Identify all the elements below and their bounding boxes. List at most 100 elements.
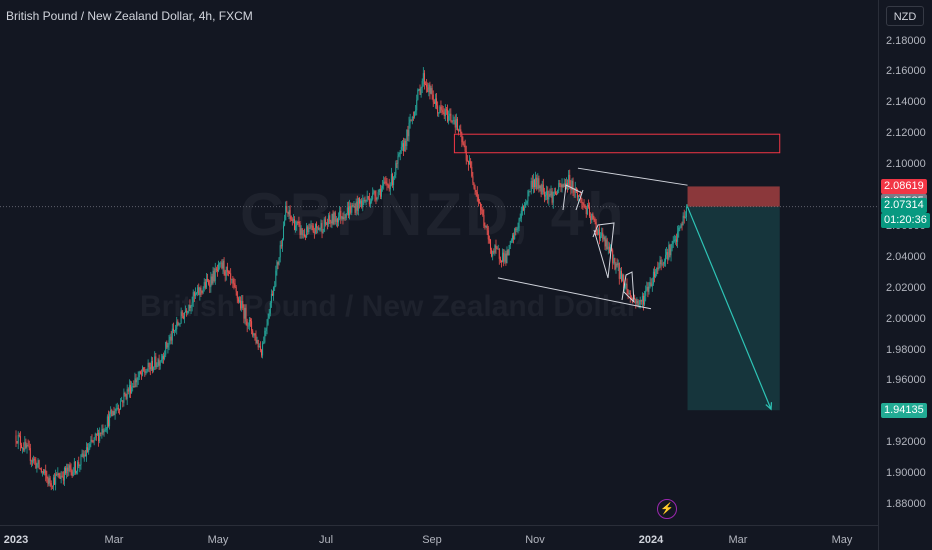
price-axis[interactable]: NZD 2.18000 2.16000 2.14000 2.12000 2.10000 2… [878, 0, 932, 550]
candle-body [277, 262, 279, 265]
candle-body [104, 430, 106, 431]
candle-body [143, 367, 145, 371]
candle-body [285, 206, 287, 221]
candle-body [638, 304, 640, 305]
candle-body [538, 178, 540, 189]
candle-body [78, 462, 80, 466]
candle-body [193, 292, 195, 296]
candle-body [525, 203, 527, 208]
candle-body [666, 252, 668, 255]
candle-body [504, 253, 506, 262]
candle-body [194, 293, 196, 296]
candle-body [410, 119, 412, 121]
candle-body [178, 324, 180, 326]
candle-body [372, 192, 374, 200]
candle-body [674, 239, 676, 241]
time-tick-label: 2023 [3, 534, 29, 546]
candle-body [481, 209, 483, 211]
candle-body [169, 336, 171, 341]
candle-body [224, 271, 226, 276]
candle-body [464, 145, 466, 152]
time-tick-label: May [207, 534, 229, 546]
candle-body [292, 219, 294, 221]
candle-body [140, 373, 142, 375]
candle-body [511, 235, 513, 241]
candle-body [459, 129, 461, 132]
price-tick-label: 1.96000 [886, 374, 926, 387]
candle-body [510, 240, 512, 242]
candle-body [262, 343, 264, 356]
candle-body [207, 278, 209, 281]
candle-body [500, 260, 502, 263]
candle-body [390, 174, 392, 185]
candle-body [367, 196, 369, 199]
candle-body [26, 445, 28, 448]
candle-body [578, 195, 580, 198]
candle-body [427, 87, 429, 93]
candle-body [418, 89, 420, 90]
candle-body [646, 286, 648, 291]
take-profit-zone [687, 206, 780, 411]
candle-body [455, 118, 457, 128]
candle-body [72, 471, 74, 476]
candle-body [237, 298, 239, 302]
candle-body [492, 251, 494, 257]
candle-body [189, 304, 191, 308]
chart-area[interactable]: GBPNZD, 4h British Pound / New Zealand D… [0, 0, 878, 525]
candle-body [360, 200, 362, 204]
candle-body [111, 410, 113, 417]
candle-body [35, 460, 37, 469]
candle-body [38, 460, 40, 469]
candle-body [62, 476, 64, 481]
candle-body [88, 448, 90, 452]
candle-body [363, 199, 365, 201]
candle-body [472, 176, 474, 183]
candle-body [182, 316, 184, 319]
price-chart[interactable] [0, 0, 878, 525]
candle-body [231, 279, 233, 281]
candle-body [682, 215, 684, 226]
candle-body [373, 191, 375, 193]
candle-body [227, 271, 229, 273]
candle-body [70, 467, 72, 471]
candle-body [44, 470, 46, 473]
candle-body [255, 335, 257, 344]
candle-body [614, 258, 616, 270]
candle-body [461, 133, 463, 143]
lightning-icon[interactable]: ⚡ [657, 499, 677, 519]
candle-body [673, 239, 675, 241]
candle-body [541, 184, 543, 195]
candle-body [85, 447, 87, 457]
candle-body [127, 389, 129, 392]
countdown-tag: 01:20:36 [881, 213, 930, 229]
candle-body [280, 245, 282, 247]
candle-body [200, 287, 202, 292]
candle-body [46, 475, 48, 479]
candle-body [573, 190, 575, 193]
candle-body [595, 222, 597, 230]
candle-body [617, 263, 619, 266]
currency-button[interactable]: NZD [886, 6, 924, 26]
candle-body [635, 299, 637, 304]
candle-body [443, 112, 445, 116]
candle-body [149, 367, 151, 370]
candle-body [177, 321, 179, 326]
candle-body [245, 307, 247, 322]
supply-zone-box [453, 133, 781, 154]
candle-body [426, 84, 428, 88]
candle-body [596, 229, 598, 235]
candle-body [212, 270, 214, 284]
candle-body [254, 333, 256, 336]
candle-body [634, 298, 636, 300]
candle-body [509, 241, 511, 246]
candle-body [101, 428, 103, 435]
candle-body [338, 216, 340, 223]
chart-title[interactable]: British Pound / New Zealand Dollar, 4h, … [6, 9, 253, 23]
time-axis[interactable]: 2023 Mar May Jul Sep Nov 2024 Mar May [0, 525, 878, 550]
candle-body [311, 225, 313, 227]
candle-body [685, 206, 687, 218]
candle-body [476, 191, 478, 198]
candle-body [365, 200, 367, 202]
candle-body [619, 271, 621, 279]
candle-body [211, 276, 213, 284]
